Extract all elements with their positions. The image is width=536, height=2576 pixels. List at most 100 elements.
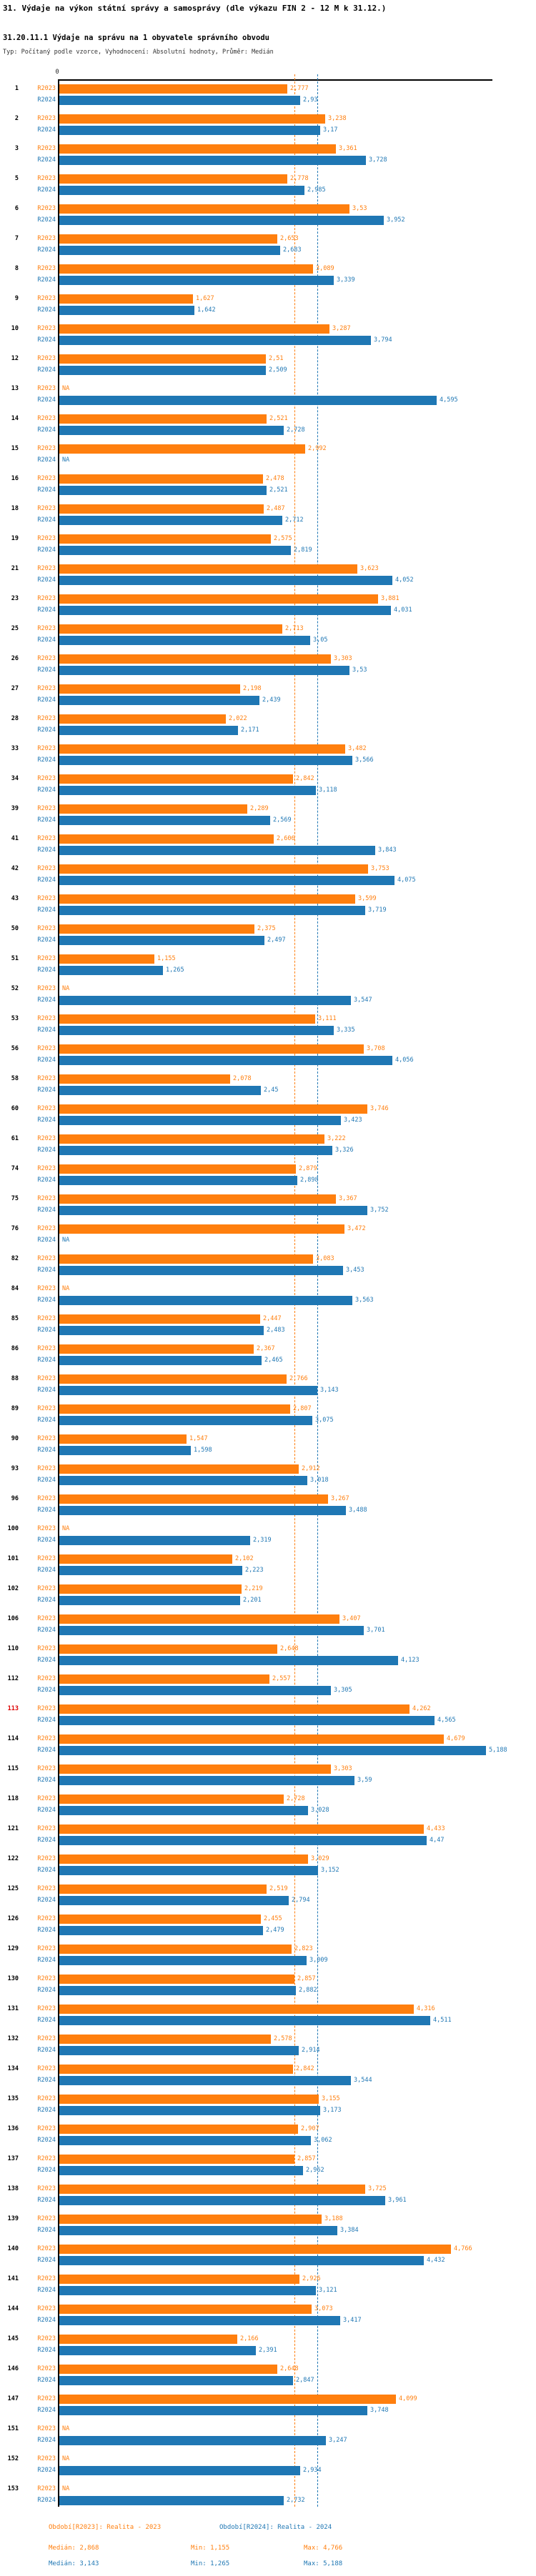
- bar-r2024-58[interactable]: [59, 1086, 261, 1095]
- bar-r2023-2[interactable]: [59, 114, 325, 124]
- bar-r2023-93[interactable]: [59, 1464, 299, 1474]
- bar-r2023-51[interactable]: [59, 954, 154, 964]
- bar-r2023-26[interactable]: [59, 654, 331, 664]
- bar-r2024-115[interactable]: [59, 1776, 354, 1785]
- bar-r2024-139[interactable]: [59, 2226, 337, 2235]
- bar-r2023-134[interactable]: [59, 2065, 293, 2074]
- bar-r2023-33[interactable]: [59, 744, 345, 754]
- bar-r2024-146[interactable]: [59, 2376, 293, 2385]
- bar-r2024-42[interactable]: [59, 876, 394, 885]
- bar-r2023-28[interactable]: [59, 714, 226, 724]
- bar-r2024-90[interactable]: [59, 1446, 191, 1455]
- bar-r2023-76[interactable]: [59, 1224, 344, 1234]
- bar-r2024-56[interactable]: [59, 1056, 392, 1065]
- bar-r2024-33[interactable]: [59, 756, 352, 765]
- bar-r2024-153[interactable]: [59, 2496, 284, 2505]
- bar-r2024-7[interactable]: [59, 246, 280, 255]
- bar-r2023-50[interactable]: [59, 924, 254, 934]
- bar-r2024-53[interactable]: [59, 1026, 334, 1035]
- bar-r2023-147[interactable]: [59, 2395, 396, 2404]
- bar-r2023-15[interactable]: [59, 444, 305, 454]
- bar-r2023-146[interactable]: [59, 2365, 277, 2374]
- bar-r2024-131[interactable]: [59, 2016, 430, 2025]
- bar-r2024-136[interactable]: [59, 2136, 311, 2145]
- bar-r2023-27[interactable]: [59, 684, 240, 694]
- bar-r2024-147[interactable]: [59, 2406, 367, 2415]
- bar-r2023-140[interactable]: [59, 2245, 451, 2254]
- bar-r2024-75[interactable]: [59, 1206, 367, 1215]
- bar-r2024-28[interactable]: [59, 726, 238, 735]
- bar-r2024-113[interactable]: [59, 1716, 435, 1725]
- bar-r2023-96[interactable]: [59, 1494, 328, 1504]
- bar-r2024-112[interactable]: [59, 1686, 331, 1695]
- bar-r2024-135[interactable]: [59, 2106, 320, 2115]
- bar-r2024-132[interactable]: [59, 2046, 299, 2055]
- bar-r2024-85[interactable]: [59, 1326, 264, 1335]
- bar-r2024-9[interactable]: [59, 306, 194, 315]
- bar-r2023-115[interactable]: [59, 1764, 331, 1774]
- bar-r2024-125[interactable]: [59, 1896, 289, 1905]
- bar-r2024-134[interactable]: [59, 2076, 351, 2085]
- bar-r2023-1[interactable]: [59, 84, 287, 94]
- bar-r2024-140[interactable]: [59, 2256, 424, 2265]
- bar-r2023-89[interactable]: [59, 1404, 290, 1414]
- bar-r2024-61[interactable]: [59, 1146, 332, 1155]
- bar-r2023-110[interactable]: [59, 1644, 277, 1654]
- bar-r2024-50[interactable]: [59, 936, 264, 945]
- bar-r2023-53[interactable]: [59, 1014, 315, 1024]
- bar-r2023-34[interactable]: [59, 774, 293, 784]
- bar-r2023-113[interactable]: [59, 1704, 410, 1714]
- bar-r2024-93[interactable]: [59, 1476, 307, 1485]
- bar-r2023-129[interactable]: [59, 1945, 292, 1954]
- bar-r2023-12[interactable]: [59, 354, 266, 364]
- bar-r2023-144[interactable]: [59, 2305, 312, 2314]
- bar-r2024-110[interactable]: [59, 1656, 398, 1665]
- bar-r2024-152[interactable]: [59, 2466, 300, 2475]
- bar-r2024-122[interactable]: [59, 1866, 318, 1875]
- bar-r2023-106[interactable]: [59, 1614, 339, 1624]
- bar-r2024-129[interactable]: [59, 1956, 307, 1965]
- bar-r2023-74[interactable]: [59, 1164, 296, 1174]
- bar-r2023-112[interactable]: [59, 1674, 269, 1684]
- bar-r2024-100[interactable]: [59, 1536, 250, 1545]
- bar-r2024-138[interactable]: [59, 2196, 385, 2205]
- bar-r2024-96[interactable]: [59, 1506, 346, 1515]
- bar-r2024-114[interactable]: [59, 1746, 486, 1755]
- bar-r2024-141[interactable]: [59, 2286, 316, 2295]
- bar-r2024-26[interactable]: [59, 666, 349, 675]
- bar-r2024-102[interactable]: [59, 1596, 240, 1605]
- bar-r2024-3[interactable]: [59, 156, 366, 165]
- bar-r2023-58[interactable]: [59, 1074, 230, 1084]
- bar-r2023-25[interactable]: [59, 624, 282, 634]
- bar-r2024-27[interactable]: [59, 696, 259, 705]
- bar-r2023-121[interactable]: [59, 1824, 424, 1834]
- bar-r2024-23[interactable]: [59, 606, 391, 615]
- bar-r2023-90[interactable]: [59, 1434, 187, 1444]
- bar-r2024-60[interactable]: [59, 1116, 341, 1125]
- bar-r2024-88[interactable]: [59, 1386, 317, 1395]
- bar-r2024-1[interactable]: [59, 96, 300, 105]
- bar-r2023-6[interactable]: [59, 204, 349, 214]
- bar-r2024-144[interactable]: [59, 2316, 340, 2325]
- bar-r2024-118[interactable]: [59, 1806, 308, 1815]
- bar-r2023-8[interactable]: [59, 264, 313, 274]
- bar-r2024-18[interactable]: [59, 516, 282, 525]
- bar-r2023-131[interactable]: [59, 2005, 414, 2014]
- bar-r2023-122[interactable]: [59, 1854, 308, 1864]
- bar-r2023-139[interactable]: [59, 2215, 322, 2224]
- bar-r2023-7[interactable]: [59, 234, 277, 244]
- bar-r2024-86[interactable]: [59, 1356, 262, 1365]
- bar-r2024-25[interactable]: [59, 636, 310, 645]
- bar-r2023-145[interactable]: [59, 2335, 237, 2344]
- bar-r2024-43[interactable]: [59, 906, 365, 915]
- bar-r2024-52[interactable]: [59, 996, 351, 1005]
- bar-r2023-16[interactable]: [59, 474, 263, 484]
- bar-r2023-61[interactable]: [59, 1134, 324, 1144]
- bar-r2023-125[interactable]: [59, 1884, 267, 1894]
- bar-r2023-60[interactable]: [59, 1104, 367, 1114]
- bar-r2024-14[interactable]: [59, 426, 284, 435]
- bar-r2024-51[interactable]: [59, 966, 163, 975]
- bar-r2024-130[interactable]: [59, 1986, 296, 1995]
- bar-r2024-41[interactable]: [59, 846, 375, 855]
- bar-r2024-101[interactable]: [59, 1566, 242, 1575]
